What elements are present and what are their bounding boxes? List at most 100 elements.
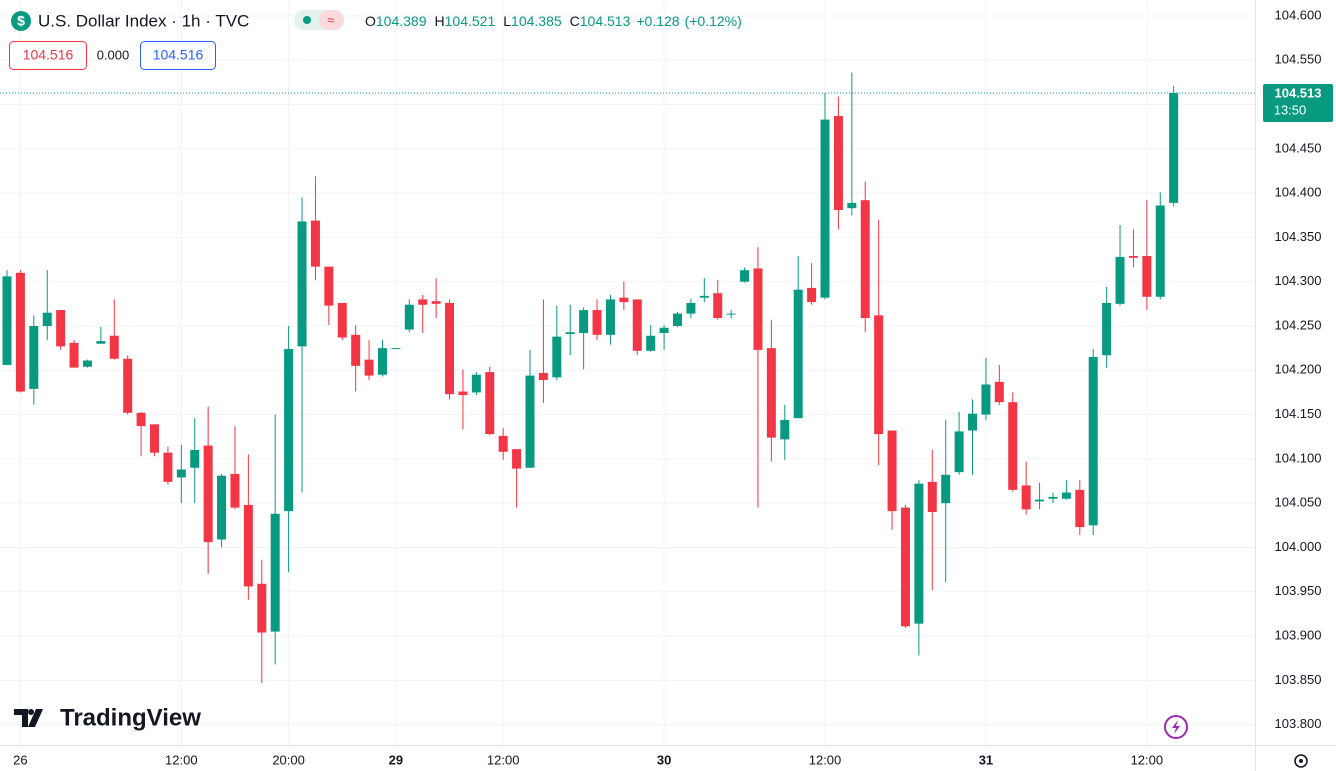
candle-body <box>1115 256 1125 304</box>
candle-body <box>217 475 227 540</box>
y-tick-label: 103.900 <box>1275 627 1322 642</box>
candle-body <box>1048 496 1058 499</box>
candle-body <box>619 297 629 303</box>
x-tick-label: 30 <box>657 752 671 767</box>
candle-body <box>1128 256 1138 258</box>
candle-body <box>713 293 723 319</box>
candle-body <box>512 449 522 469</box>
candle-body <box>1155 205 1165 297</box>
lightning-glyph <box>1172 720 1180 734</box>
y-tick-label: 104.050 <box>1275 495 1322 510</box>
ohlc-legend: O104.389 H104.521 L104.385 C104.513 +0.128 (+… <box>365 13 742 29</box>
settings-dot <box>1299 759 1303 763</box>
ohlc-key: C <box>570 13 580 29</box>
candle-body <box>1008 402 1018 490</box>
candle-body <box>1075 489 1085 528</box>
candle-body <box>686 302 696 314</box>
x-tick-label: 20:00 <box>272 752 305 767</box>
candle-body <box>2 276 12 365</box>
candle-body <box>404 304 414 330</box>
spread: 0.000 <box>97 47 130 62</box>
ohlc-key: O <box>365 13 376 29</box>
y-tick-label: 104.600 <box>1275 7 1322 22</box>
y-tick-label: 104.250 <box>1275 317 1322 332</box>
change-pct: (+0.12%) <box>685 13 742 29</box>
candle-body <box>954 431 964 473</box>
last-price-label-bg <box>1263 84 1333 123</box>
candle-body <box>109 335 119 359</box>
candle-body <box>994 381 1004 403</box>
candle-body <box>1061 492 1071 499</box>
candle-body <box>1102 302 1112 356</box>
candle-body <box>673 313 682 326</box>
candle-body <box>82 360 92 367</box>
candle-body <box>163 452 173 482</box>
buy-box[interactable] <box>140 41 216 70</box>
candle-body <box>753 268 763 350</box>
candle-body <box>377 348 387 375</box>
countdown: 13:50 <box>1274 102 1307 117</box>
x-tick-label: 12:00 <box>487 752 520 767</box>
ohlc-value: 104.521 <box>445 13 496 29</box>
candle-body <box>887 430 897 512</box>
candle-body <box>740 270 750 282</box>
change: +0.128 <box>636 13 679 29</box>
candle-body <box>458 391 468 396</box>
candle-body <box>646 335 656 351</box>
x-tick-label: 12:00 <box>165 752 198 767</box>
x-tick-label: 26 <box>13 752 27 767</box>
ohlc-value: 104.513 <box>580 13 631 29</box>
candle-body <box>69 342 79 368</box>
candle-body <box>659 327 669 334</box>
symbol-title[interactable]: U.S. Dollar Index · 1h · TVC <box>38 11 249 30</box>
logo <box>14 709 43 727</box>
y-tick-label: 104.000 <box>1275 539 1322 554</box>
buy-price: 104.516 <box>153 47 204 63</box>
y-tick-label: 104.150 <box>1275 406 1322 421</box>
symbol-icon <box>11 11 31 31</box>
ohlc-key: L <box>503 13 511 29</box>
candle-body <box>42 312 52 326</box>
candle-body <box>538 372 548 381</box>
candle-body <box>552 336 562 378</box>
candle-body <box>96 341 106 344</box>
candle-body <box>1142 256 1152 297</box>
candle-body <box>833 116 843 210</box>
candle-body <box>337 302 347 338</box>
candle-body <box>15 272 25 392</box>
candle-body <box>914 483 924 624</box>
candle-body <box>847 202 857 209</box>
candle-body <box>632 299 642 351</box>
candle-body <box>766 348 776 438</box>
market-open-dot <box>303 16 311 24</box>
candle-body <box>176 469 186 478</box>
candle-body <box>431 301 441 304</box>
ohlc-key: H <box>435 13 445 29</box>
candle-body <box>297 221 307 347</box>
ohlc-value: 104.389 <box>376 13 427 29</box>
candle-body <box>1035 499 1045 502</box>
candle-body <box>927 481 937 513</box>
lightning-icon[interactable] <box>1164 715 1188 739</box>
candle-body <box>190 450 200 468</box>
delay-icon: ≈ <box>327 12 334 27</box>
status-pill-right <box>319 10 344 30</box>
sell-box[interactable] <box>9 41 87 70</box>
settings-icon[interactable] <box>1294 754 1308 768</box>
y-tick-label: 103.800 <box>1275 716 1322 731</box>
candle-body <box>699 295 709 298</box>
candle-body <box>807 287 817 303</box>
candle-body <box>485 372 495 435</box>
candle-body <box>243 504 253 587</box>
candle-body <box>230 473 240 508</box>
candle-body <box>820 119 830 298</box>
candle-body <box>726 313 736 315</box>
ohlc-value: 104.385 <box>511 13 562 29</box>
y-tick-label: 104.550 <box>1275 52 1322 67</box>
sell-price: 104.516 <box>23 47 74 63</box>
candle-body <box>284 349 294 512</box>
y-tick-label: 103.850 <box>1275 672 1322 687</box>
candle-body <box>981 384 991 415</box>
x-tick-label: 12:00 <box>809 752 842 767</box>
candle-body <box>351 334 361 366</box>
